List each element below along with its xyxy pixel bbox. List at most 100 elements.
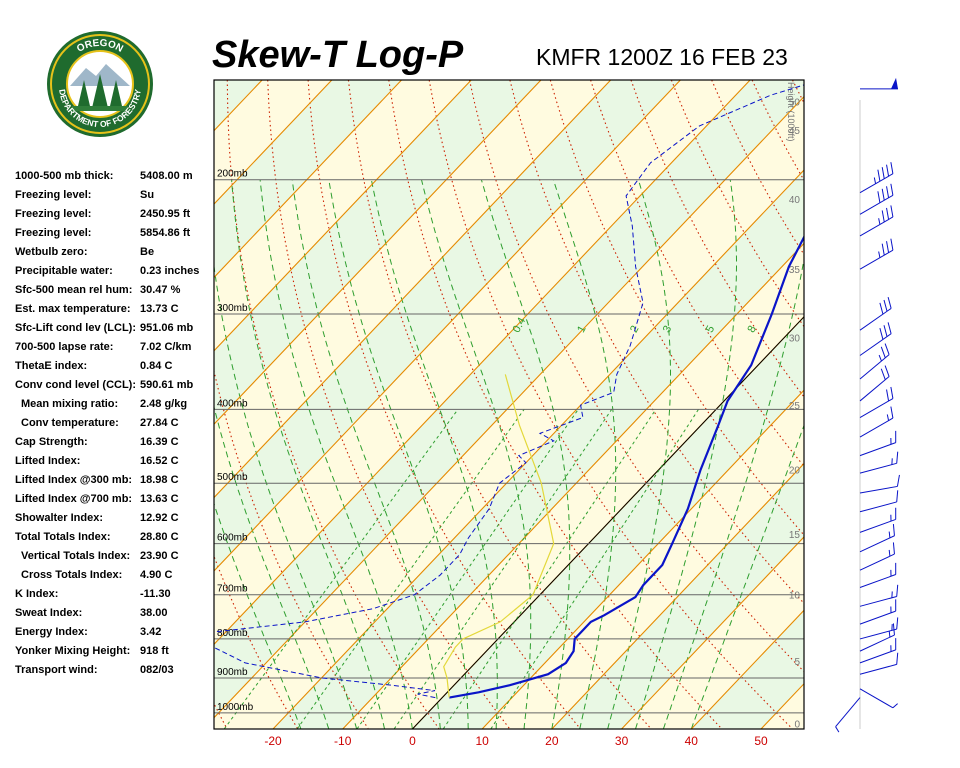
mixing-ratio-line bbox=[442, 409, 657, 729]
wind-barb-half bbox=[878, 251, 881, 258]
stat-label: Sfc-500 mean rel hum: bbox=[15, 284, 133, 296]
wind-barb bbox=[859, 238, 894, 270]
wind-barb-staff bbox=[835, 697, 861, 728]
dry-adiabat-line bbox=[509, 80, 804, 605]
wind-barb-full bbox=[895, 562, 897, 575]
logo-tree-right bbox=[110, 80, 122, 106]
wind-barb-full bbox=[892, 623, 895, 636]
stat-value: 13.63 C bbox=[140, 493, 179, 505]
wind-barb-full bbox=[890, 406, 894, 419]
stat-label: Showalter Index: bbox=[15, 512, 104, 524]
height-tick-label: 35 bbox=[789, 265, 801, 276]
wind-barb-full bbox=[896, 617, 899, 630]
wind-barb bbox=[859, 688, 898, 709]
height-tick-label: 15 bbox=[789, 530, 801, 541]
dry-adiabat-line bbox=[214, 554, 298, 729]
stat-label: Lifted Index @300 mb: bbox=[15, 474, 133, 486]
wind-barb-staff bbox=[859, 417, 894, 438]
mixing-ratio-line bbox=[296, 409, 525, 729]
stat-row: Vertical Totals Index: 23.90 C bbox=[15, 548, 215, 567]
stat-label: Sfc-Lift cond lev (LCL): bbox=[15, 322, 136, 334]
wind-barb-staff bbox=[859, 485, 898, 494]
stat-value: 28.80 C bbox=[140, 531, 179, 543]
wind-barb bbox=[859, 524, 895, 553]
wind-barb-full bbox=[892, 542, 895, 555]
isobar-label: 1000mb bbox=[217, 702, 254, 713]
wind-barb-staff bbox=[859, 442, 896, 457]
wind-barb-staff bbox=[859, 574, 896, 588]
wind-barb bbox=[859, 652, 899, 675]
stat-label: Lifted Index: bbox=[15, 455, 81, 467]
mixing-ratio-label: 3 bbox=[661, 324, 674, 335]
mixing-ratio-line bbox=[356, 409, 579, 729]
isotherm-line bbox=[214, 80, 751, 646]
isotherm-band bbox=[214, 80, 804, 718]
x-tick-label: 0 bbox=[409, 734, 416, 748]
wind-barb-full bbox=[886, 389, 890, 402]
isobar-label: 500mb bbox=[217, 472, 248, 483]
isotherm-line bbox=[551, 462, 804, 729]
wind-barb-half bbox=[891, 458, 893, 465]
dry-adiabat-line bbox=[428, 80, 793, 729]
wind-barb bbox=[859, 562, 897, 588]
stat-row: Conv cond level (CCL): 590.61 mb bbox=[15, 377, 215, 396]
wind-barb-half bbox=[890, 606, 892, 613]
dry-adiabat-line bbox=[833, 80, 960, 728]
stat-row: Sweat Index: 38.00 bbox=[15, 605, 215, 624]
wind-barb bbox=[859, 430, 897, 457]
height-tick-label: 20 bbox=[789, 466, 801, 477]
wind-barb-full bbox=[892, 524, 895, 536]
wind-barb-full bbox=[886, 241, 890, 253]
height-tick-label: 30 bbox=[789, 333, 801, 344]
stat-label: Precipitable water: bbox=[15, 265, 113, 277]
stat-value: 0.84 C bbox=[140, 360, 173, 372]
wind-barb-half bbox=[891, 591, 893, 598]
wind-barb-full bbox=[890, 183, 894, 196]
stat-value: 5854.86 ft bbox=[140, 227, 191, 239]
wind-barb-full bbox=[895, 638, 897, 650]
plot-frame bbox=[213, 79, 805, 730]
wind-barb-full bbox=[886, 207, 890, 220]
wind-barb-full bbox=[880, 346, 886, 358]
wind-barb-full bbox=[896, 474, 900, 487]
wind-barb-full bbox=[881, 210, 885, 223]
logo-ground bbox=[72, 106, 128, 111]
wind-barb-staff bbox=[859, 333, 892, 356]
stat-value: 27.84 C bbox=[140, 417, 179, 429]
stat-row: Sfc-Lift cond lev (LCL): 951.06 mb bbox=[15, 320, 215, 339]
wind-barb-staff bbox=[859, 376, 890, 402]
wind-barb bbox=[859, 183, 894, 215]
wind-barb bbox=[859, 617, 899, 640]
wind-barb-staff bbox=[859, 216, 894, 237]
wind-barb bbox=[859, 451, 899, 474]
sounding-indices-panel: 1000-500 mb thick: 5408.00 m Freezing leve… bbox=[15, 168, 215, 681]
isotherm-line bbox=[621, 536, 804, 729]
stat-row: ThetaE index: 0.84 C bbox=[15, 358, 215, 377]
stat-value: 2450.95 ft bbox=[140, 208, 191, 220]
moist-adiabat-line bbox=[552, 179, 617, 729]
isotherm-line bbox=[214, 80, 333, 205]
wind-barb bbox=[859, 599, 897, 625]
stat-value: 0.23 inches bbox=[140, 265, 200, 277]
wind-barb-full bbox=[890, 238, 894, 251]
mixing-ratio-line bbox=[223, 409, 459, 729]
stat-value: 951.06 mb bbox=[140, 322, 194, 334]
x-tick-label: 50 bbox=[754, 734, 768, 748]
wind-barb-full bbox=[879, 302, 884, 315]
wind-barb bbox=[859, 490, 899, 513]
wind-barb-half bbox=[888, 630, 891, 638]
wind-barb bbox=[835, 697, 861, 733]
stat-value: 23.90 C bbox=[140, 550, 179, 562]
isotherm-line bbox=[0, 80, 53, 729]
isotherm-line bbox=[214, 80, 472, 352]
stat-row: Lifted Index: 16.52 C bbox=[15, 453, 215, 472]
wind-barb-full bbox=[896, 451, 899, 464]
wind-barb-staff bbox=[859, 553, 895, 571]
x-tick-label: 20 bbox=[545, 734, 559, 748]
wind-barb-half bbox=[890, 514, 892, 522]
parcel-profile-line bbox=[443, 374, 555, 698]
stat-row: Cross Totals Index: 4.90 C bbox=[15, 567, 215, 586]
wind-barb-full bbox=[895, 599, 897, 612]
stat-label: Mean mixing ratio: bbox=[21, 398, 119, 410]
wind-barb-half bbox=[891, 624, 893, 631]
